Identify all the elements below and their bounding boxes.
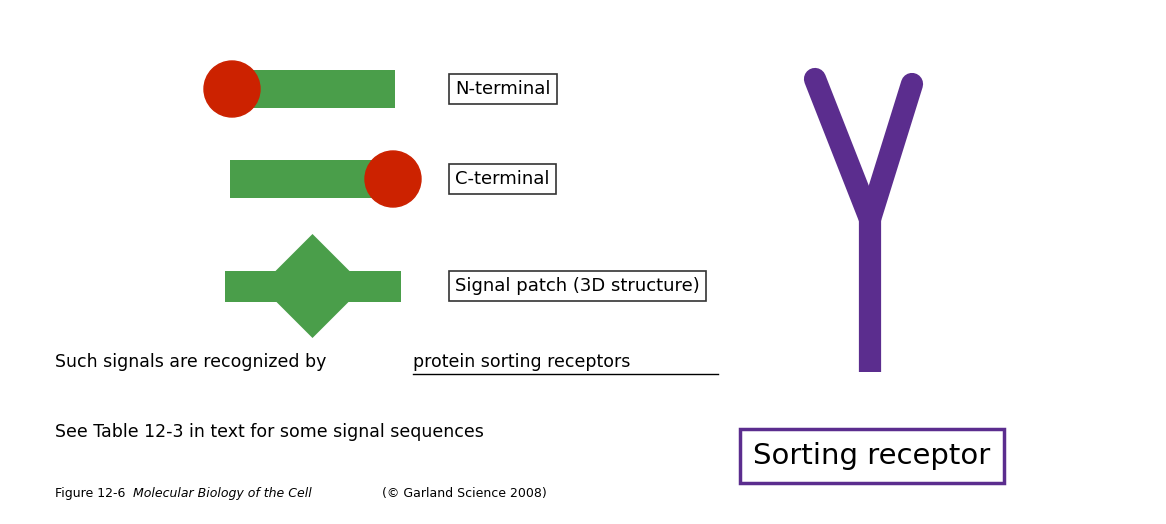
Text: (© Garland Science 2008): (© Garland Science 2008): [378, 487, 547, 500]
Circle shape: [204, 61, 260, 117]
Text: N-terminal: N-terminal: [455, 80, 550, 98]
Text: Molecular Biology of the Cell: Molecular Biology of the Cell: [133, 487, 311, 500]
Text: Such signals are recognized by: Such signals are recognized by: [55, 353, 332, 371]
Text: See Table 12-3 in text for some signal sequences: See Table 12-3 in text for some signal s…: [55, 423, 484, 441]
FancyBboxPatch shape: [225, 270, 400, 301]
Text: Sorting receptor: Sorting receptor: [753, 442, 991, 470]
FancyBboxPatch shape: [230, 70, 395, 108]
FancyBboxPatch shape: [230, 160, 395, 198]
Circle shape: [365, 151, 421, 207]
Polygon shape: [260, 234, 365, 338]
Text: Figure 12-6: Figure 12-6: [55, 487, 133, 500]
Text: C-terminal: C-terminal: [455, 170, 549, 188]
Text: Signal patch (3D structure): Signal patch (3D structure): [455, 277, 700, 295]
Text: protein sorting receptors: protein sorting receptors: [413, 353, 631, 371]
